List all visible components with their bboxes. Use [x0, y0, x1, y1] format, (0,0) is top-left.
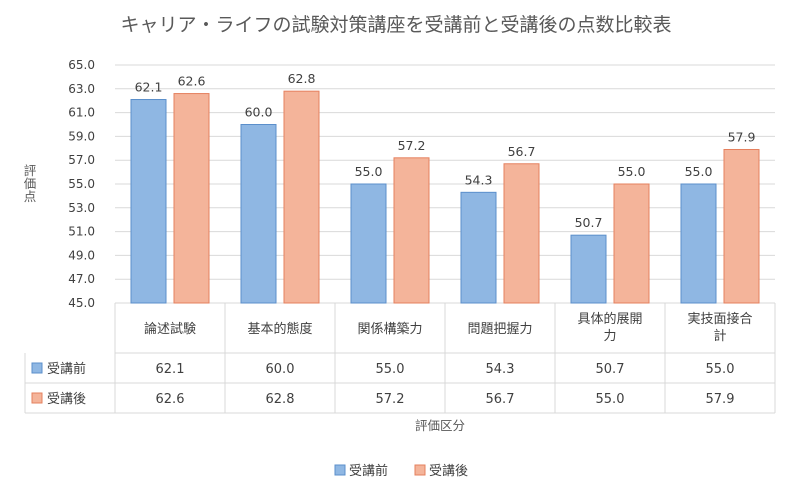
bar-before — [240, 124, 277, 304]
y-tick-label: 59.0 — [68, 129, 95, 143]
y-tick-label: 61.0 — [68, 106, 95, 120]
y-tick-label: 51.0 — [68, 225, 95, 239]
table-cell: 54.3 — [486, 362, 515, 377]
y-axis-ticks: 45.0 47.0 49.0 51.0 53.0 55.0 57.0 59.0 61.0 63.0… — [68, 58, 95, 310]
legend-label: 受講後 — [429, 463, 468, 479]
category-label: 基本的態度 — [247, 321, 312, 337]
category-label: 問題把握力 — [467, 322, 532, 337]
category-label: 実技面接合 — [687, 311, 752, 327]
data-label: 57.2 — [398, 138, 426, 153]
table-cell: 57.2 — [376, 392, 405, 407]
data-label: 62.8 — [288, 71, 316, 86]
bar-after — [173, 93, 210, 304]
data-label: 62.1 — [135, 80, 163, 95]
y-tick-label: 49.0 — [68, 248, 95, 262]
bar-before — [460, 191, 497, 304]
bar-after — [723, 148, 760, 304]
category-label: 計 — [713, 328, 726, 344]
data-label: 60.0 — [245, 105, 273, 120]
data-label: 54.3 — [465, 172, 493, 187]
y-tick-label: 65.0 — [68, 58, 95, 72]
legend-key — [414, 464, 426, 476]
table-series-name: 受講後 — [47, 391, 86, 407]
table-cell: 56.7 — [486, 392, 515, 407]
category-label: 具体的展開 — [577, 311, 642, 327]
x-axis-title: 評価区分 — [415, 418, 465, 433]
table-cell: 55.0 — [596, 392, 625, 407]
chart-title: キャリア・ライフの試験対策講座を受講前と受講後の点数比較表 — [120, 14, 671, 36]
table-cell: 55.0 — [706, 362, 735, 377]
legend: 受講前 受講後 — [334, 463, 468, 479]
category-label: 論述試験 — [144, 321, 196, 337]
bar-after — [283, 90, 320, 304]
bars — [130, 90, 760, 304]
data-label: 50.7 — [575, 215, 603, 230]
y-tick-label: 55.0 — [68, 177, 95, 191]
bar-before — [350, 183, 387, 304]
bar-after — [503, 163, 540, 304]
data-label: 55.0 — [685, 164, 713, 179]
table-cell: 60.0 — [266, 362, 295, 377]
table-series-name: 受講前 — [47, 361, 86, 377]
table-legend-key — [31, 392, 43, 404]
y-tick-label: 57.0 — [68, 153, 95, 167]
table-legend-key — [31, 362, 43, 374]
y-tick-label: 47.0 — [68, 272, 95, 286]
gridlines — [115, 64, 775, 304]
y-axis-title: 評価点 — [24, 163, 37, 204]
table-cell: 62.1 — [156, 362, 185, 377]
y-tick-label: 45.0 — [68, 296, 95, 310]
table-cell: 55.0 — [376, 362, 405, 377]
bar-before — [130, 99, 167, 304]
legend-key — [334, 464, 346, 476]
data-labels: 62.1 62.6 60.0 62.8 55.0 57.2 54.3 56.7 50.7 55.0… — [135, 71, 756, 230]
y-tick-label: 53.0 — [68, 201, 95, 215]
data-label: 62.6 — [178, 74, 206, 89]
y-tick-label: 63.0 — [68, 82, 95, 96]
data-label: 55.0 — [618, 164, 646, 179]
table-cell: 62.8 — [266, 392, 295, 407]
category-label: 力 — [603, 329, 616, 344]
table-cell: 50.7 — [596, 362, 625, 377]
data-label: 55.0 — [355, 164, 383, 179]
bar-after — [613, 183, 650, 304]
table-cell: 57.9 — [706, 392, 735, 407]
data-label: 56.7 — [508, 144, 536, 159]
bar-after — [393, 157, 430, 304]
data-label: 57.9 — [728, 129, 756, 144]
bar-before — [680, 183, 717, 304]
legend-label: 受講前 — [349, 463, 388, 479]
category-label: 関係構築力 — [357, 322, 422, 337]
table-cell: 62.6 — [156, 392, 185, 407]
bar-before — [570, 234, 607, 304]
